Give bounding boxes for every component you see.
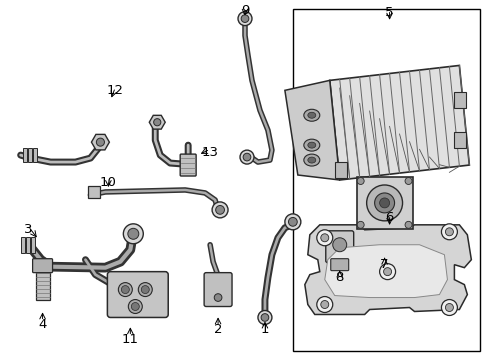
Circle shape [240,150,253,164]
Circle shape [288,217,297,226]
Bar [25,237,30,253]
Circle shape [153,119,161,126]
Circle shape [404,221,411,228]
Circle shape [215,206,224,214]
Bar [31,237,35,253]
Circle shape [141,285,149,293]
Circle shape [445,228,452,236]
Bar [356,177,412,229]
Circle shape [211,291,224,305]
Circle shape [258,310,271,324]
Circle shape [383,268,391,276]
Text: 9: 9 [240,4,249,17]
Ellipse shape [307,112,315,118]
Text: 7: 7 [380,258,388,271]
Circle shape [320,234,328,242]
Ellipse shape [307,142,315,148]
Circle shape [316,230,332,246]
Bar [88,186,100,198]
Circle shape [261,314,268,321]
Bar [27,148,32,162]
Text: 1: 1 [260,323,268,336]
Circle shape [445,303,452,311]
FancyBboxPatch shape [180,154,196,176]
FancyBboxPatch shape [330,259,348,271]
Circle shape [366,185,402,221]
Text: 11: 11 [122,333,139,346]
Circle shape [374,193,394,213]
Circle shape [238,12,251,26]
Circle shape [379,198,389,208]
FancyBboxPatch shape [33,259,52,273]
Bar [334,162,346,178]
Text: 12: 12 [107,84,123,97]
Circle shape [332,238,346,252]
Circle shape [356,177,364,184]
Circle shape [404,177,411,184]
Circle shape [441,300,456,315]
Polygon shape [324,245,447,298]
Circle shape [285,214,300,230]
Circle shape [123,224,143,244]
Polygon shape [149,115,165,129]
Bar [20,237,24,253]
Text: 10: 10 [100,176,117,189]
Ellipse shape [303,109,319,121]
Circle shape [127,228,139,239]
Circle shape [356,221,364,228]
Text: 5: 5 [385,6,393,19]
Circle shape [121,285,129,293]
FancyBboxPatch shape [203,273,232,306]
Text: 4: 4 [39,318,47,331]
FancyBboxPatch shape [107,272,168,318]
Bar [22,148,26,162]
Circle shape [379,264,395,280]
Bar [453,92,466,108]
Circle shape [131,302,139,310]
Text: 3: 3 [24,223,33,236]
Circle shape [96,138,104,146]
Circle shape [316,297,332,312]
Circle shape [138,283,152,297]
Text: 13: 13 [201,145,218,159]
Polygon shape [329,66,468,180]
Polygon shape [91,134,109,150]
Circle shape [320,301,328,309]
Ellipse shape [303,139,319,151]
Ellipse shape [303,154,319,166]
Circle shape [212,202,227,218]
Circle shape [441,224,456,240]
Bar [36,270,49,300]
Circle shape [214,294,222,301]
Bar [453,132,466,148]
Text: 8: 8 [335,271,343,284]
Text: 6: 6 [385,211,393,224]
Circle shape [241,15,248,22]
Bar [33,148,37,162]
Circle shape [243,153,250,161]
Bar [292,9,479,351]
Circle shape [118,283,132,297]
Circle shape [128,300,142,314]
FancyBboxPatch shape [325,231,353,263]
Ellipse shape [307,157,315,163]
Polygon shape [304,225,470,315]
Polygon shape [285,80,339,180]
Text: 2: 2 [213,323,222,336]
